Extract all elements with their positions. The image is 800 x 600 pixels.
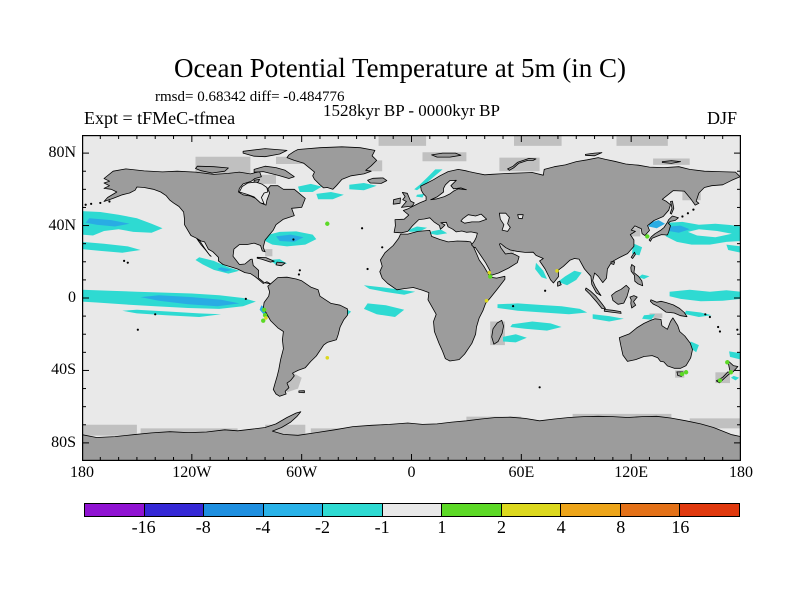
colorbar-segment — [203, 503, 264, 517]
x-tick-label: 0 — [407, 464, 416, 481]
x-tick-label: 60E — [508, 464, 535, 481]
colorbar-tick-label: -8 — [195, 517, 211, 537]
stats-line: rmsd= 0.68342 diff= -0.484776 — [155, 89, 345, 105]
colorbar-segment — [322, 503, 383, 517]
colorbar-segment — [84, 503, 145, 517]
colorbar-segment — [381, 503, 443, 517]
colorbar-tick-label: 8 — [616, 517, 626, 537]
colorbar-tick-label: 4 — [556, 517, 566, 537]
colorbar-tick-label: -1 — [374, 517, 390, 537]
experiment-label: Expt = tFMeC-tfmea — [84, 108, 236, 128]
y-tick-label: 0 — [68, 289, 76, 306]
land-layer — [82, 146, 741, 461]
colorbar-segment — [619, 503, 681, 517]
colorbar-segment — [679, 503, 741, 517]
world-map-canvas — [82, 135, 741, 461]
colorbar-segment — [441, 503, 502, 517]
period-line: 1528kyr BP - 0000kyr BP — [323, 101, 500, 120]
colorbar-tick-label: 16 — [671, 517, 690, 537]
x-tick-label: 120W — [172, 464, 212, 481]
anomaly-layer — [82, 169, 741, 381]
speck-layer — [84, 200, 739, 389]
colorbar — [84, 503, 741, 517]
colorbar-segment — [143, 503, 205, 517]
x-tick-label: 180 — [70, 464, 94, 481]
y-tick-label: 40S — [51, 361, 76, 379]
colorbar-segment — [500, 503, 562, 517]
colorbar-segment — [262, 503, 324, 517]
colorbar-tick-label: 1 — [437, 517, 447, 537]
colorbar-tick-label: -2 — [315, 517, 331, 537]
colorbar-tick-label: -4 — [255, 517, 271, 537]
colorbar-tick-label: 2 — [496, 517, 506, 537]
y-tick-label: 40N — [48, 216, 76, 234]
page-title: Ocean Potential Temperature at 5m (in C) — [174, 53, 626, 83]
x-tick-label: 120E — [614, 464, 649, 481]
x-tick-label: 180 — [729, 464, 753, 481]
world-map-plot — [82, 135, 741, 461]
map-frame — [82, 135, 741, 461]
x-tick-label: 60W — [286, 464, 318, 481]
y-tick-label: 80S — [51, 433, 76, 451]
season-label: DJF — [706, 108, 737, 128]
y-tick-label: 80N — [48, 144, 76, 162]
colorbar-segment — [560, 503, 621, 517]
colorbar-tick-label: -16 — [131, 517, 156, 537]
